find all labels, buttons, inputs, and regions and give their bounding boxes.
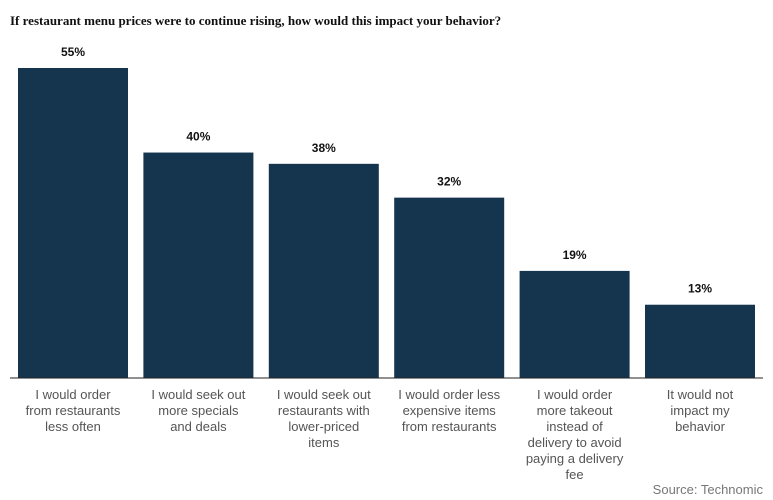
category-label: It would not impact my behavior	[667, 387, 734, 434]
bar	[519, 270, 630, 378]
category-label: I would order from restaurants less often	[26, 387, 121, 434]
bar	[18, 68, 128, 378]
data-label: 13%	[688, 282, 712, 296]
data-label: 32%	[437, 175, 461, 189]
category-label: I would seek out restaurants with lower-pr…	[277, 387, 371, 450]
data-label: 19%	[563, 248, 587, 262]
data-label: 55%	[61, 45, 85, 59]
category-label: I would order less expensive items from re…	[398, 387, 500, 434]
bar	[645, 304, 755, 378]
category-label: I would order more takeout instead of deliv…	[526, 387, 624, 482]
bar	[268, 163, 379, 378]
category-label: I would seek out more specials and deals	[151, 387, 245, 434]
source-note: Source: Technomic	[652, 482, 763, 497]
data-label: 38%	[312, 141, 336, 155]
chart-title: If restaurant menu prices were to contin…	[10, 13, 502, 28]
data-label: 40%	[186, 130, 210, 144]
bar	[143, 152, 254, 378]
bar	[394, 197, 505, 378]
